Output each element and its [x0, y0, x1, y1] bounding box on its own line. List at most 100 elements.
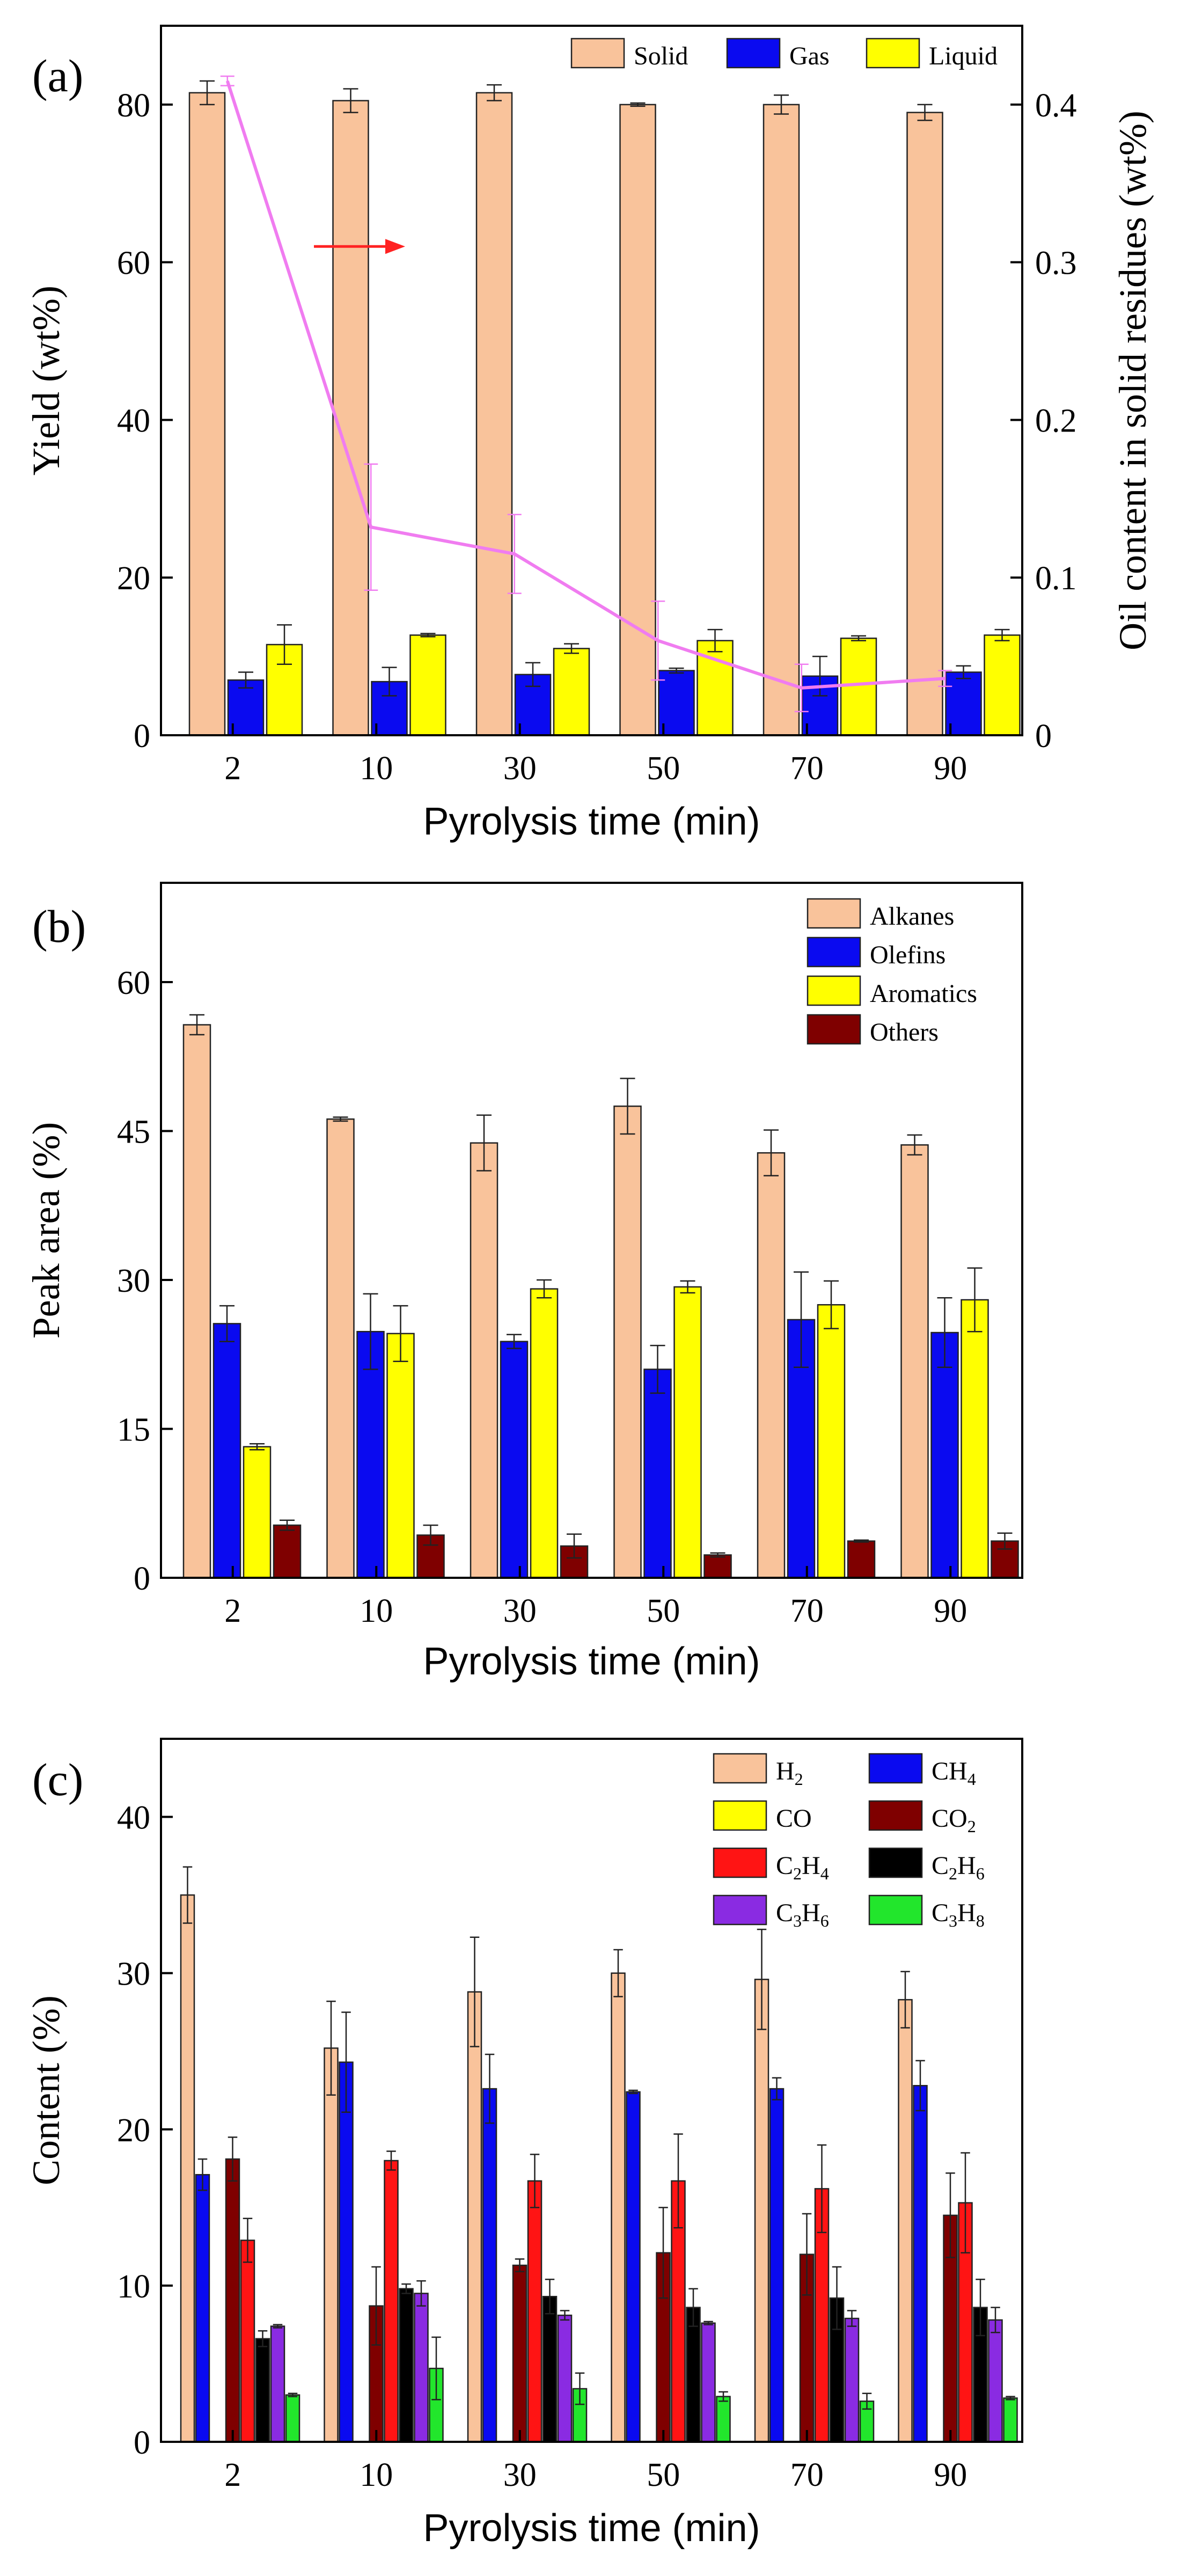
error-bar-c2h4-70	[817, 2144, 827, 2234]
bar-aromatics-90	[961, 1299, 989, 1579]
y-tick-label: 20	[117, 2112, 150, 2149]
bar-c2h6-2	[255, 2338, 270, 2443]
legend-text: H	[776, 1757, 795, 1785]
bar-aromatics-10	[386, 1333, 415, 1579]
bars-group	[182, 1024, 1019, 1579]
x-axis-title: Pyrolysis time (min)	[423, 800, 760, 843]
bar-solid-70	[763, 104, 800, 736]
arrow-head-icon	[385, 239, 405, 254]
error-bar-solid-10	[343, 88, 358, 113]
error-bar-c3h6-90	[991, 2307, 1000, 2333]
y-tick-label: 10	[117, 2268, 150, 2305]
bar-ch4-50	[626, 2091, 641, 2443]
legend-label-aromatics: Aromatics	[870, 979, 977, 1008]
error-bar-c2h6-50	[688, 2288, 698, 2327]
error-bar-co2-70	[802, 2213, 812, 2296]
error-bar-co2-90	[946, 2172, 955, 2258]
y2-tick-label: 0.2	[1035, 402, 1077, 439]
bar-h2-10	[324, 2047, 339, 2443]
bar-c2h6-30	[542, 2296, 558, 2443]
bar-gas-30	[514, 674, 552, 736]
error-bar-co2-30	[515, 2258, 525, 2272]
error-bar-gas-50	[669, 667, 684, 674]
error-bar-co2-2	[228, 2136, 238, 2182]
bar-others-2	[273, 1524, 302, 1579]
y-tick-label: 0	[134, 718, 150, 755]
error-bar-liquid-30	[564, 643, 579, 654]
error-bar-aromatics-30	[537, 1279, 552, 1299]
y2-axis: 0 0.1 0.2 0.3 0.4	[1010, 87, 1077, 755]
legend-swatch-liquid	[866, 38, 920, 69]
legend-text: CO	[776, 1804, 812, 1833]
error-bar-alkanes-2	[189, 1014, 204, 1036]
error-bar-solid-2	[200, 80, 215, 106]
y-axis-title: Content (%)	[25, 1995, 68, 2185]
bar-c2h6-50	[686, 2307, 701, 2443]
x-tick-label: 30	[503, 750, 537, 787]
error-bar-aromatics-90	[967, 1267, 983, 1333]
legend-swatch-c3h8	[868, 1894, 923, 1926]
x-tick-label: 30	[503, 2457, 537, 2493]
error-bar-c2h4-10	[386, 2150, 396, 2171]
legend-text: C	[776, 1851, 793, 1880]
bar-aromatics-50	[673, 1286, 702, 1579]
error-bar-alkanes-70	[764, 1129, 779, 1176]
y-tick-label: 60	[117, 965, 150, 1001]
x-tick-label: 90	[934, 750, 967, 787]
plot-frame	[160, 25, 1023, 736]
y-tick-label: 20	[117, 560, 150, 597]
error-bar-c2h6-30	[545, 2278, 555, 2315]
error-bar-ch4-90	[915, 2060, 925, 2112]
x-tick-label: 2	[224, 1593, 241, 1629]
x-tick-label: 10	[360, 2457, 393, 2493]
bar-h2-30	[467, 1991, 482, 2443]
legend-text: H	[957, 1899, 976, 1927]
error-bar-liquid-2	[277, 624, 292, 665]
y2-tick-label: 0.3	[1035, 245, 1077, 282]
x-tick-label: 50	[647, 750, 680, 787]
panel-label: (c)	[32, 1754, 83, 1805]
error-bar-c3h8-30	[575, 2372, 585, 2405]
bar-aromatics-30	[530, 1288, 559, 1579]
error-bar-gas-2	[238, 671, 253, 689]
error-bar-solid-90	[917, 104, 933, 121]
bar-olefins-2	[212, 1323, 241, 1579]
y2-axis-title: Oil content in solid residues (wt%)	[1111, 111, 1154, 650]
bar-olefins-30	[500, 1341, 529, 1579]
error-bar-alkanes-50	[620, 1078, 635, 1135]
error-bars-group	[189, 1014, 1013, 1559]
error-bar-h2-90	[900, 1971, 910, 2029]
legend-label-co: CO	[776, 1804, 812, 1833]
bar-c2h4-2	[240, 2240, 255, 2443]
error-bar-c3h8-50	[719, 2391, 728, 2402]
error-bar-ch4-30	[485, 2053, 495, 2124]
error-bar-others-70	[854, 1539, 869, 1543]
bar-ch4-10	[339, 2061, 354, 2443]
bar-solid-10	[332, 100, 369, 736]
bar-alkanes-50	[613, 1106, 642, 1579]
legend-label-olefins: Olefins	[870, 941, 946, 969]
y-tick-label: 0	[134, 1561, 150, 1597]
y2-tick-label: 0.4	[1035, 87, 1077, 124]
error-bar-liquid-10	[420, 633, 436, 638]
error-bar-c2h4-2	[243, 2218, 253, 2263]
legend-label-others: Others	[870, 1018, 939, 1046]
error-bar-ch4-10	[341, 2011, 351, 2113]
error-bar-h2-30	[470, 1936, 480, 2047]
y-axis-title: Peak area (%)	[25, 1122, 68, 1339]
legend-subscript: 3	[793, 1911, 802, 1930]
bar-h2-50	[611, 1972, 626, 2443]
error-bar-c2h6-90	[976, 2278, 985, 2337]
legend-text: C	[932, 1851, 949, 1880]
error-bar-gas-70	[812, 655, 827, 697]
error-bar-solid-30	[487, 84, 502, 101]
x-tick-label: 70	[790, 750, 824, 787]
legend-label-c2h6: C2H6	[932, 1851, 985, 1883]
error-bar-c2h4-90	[961, 2152, 970, 2254]
error-bar-co2-10	[371, 2266, 381, 2346]
error-bar-aromatics-10	[393, 1305, 408, 1362]
bar-gas-2	[227, 679, 265, 736]
legend-text: H	[802, 1899, 820, 1927]
error-bar-aromatics-50	[680, 1280, 695, 1294]
legend: Alkanes Olefins Aromatics Others	[807, 898, 977, 1046]
